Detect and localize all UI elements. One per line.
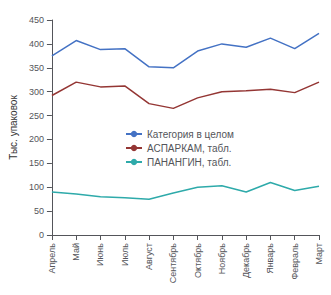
svg-text:Июль: Июль [120,243,130,266]
svg-text:Август: Август [144,243,154,270]
svg-text:ПАНАНГИН, табл.: ПАНАНГИН, табл. [147,157,231,168]
svg-text:450: 450 [29,15,44,25]
svg-text:Июнь: Июнь [95,243,105,266]
svg-text:150: 150 [29,158,44,168]
svg-text:Май: Май [71,243,81,261]
svg-text:Апрель: Апрель [47,243,57,274]
svg-text:Март: Март [314,243,324,265]
svg-text:Октябрь: Октябрь [193,243,203,278]
svg-text:50: 50 [34,206,44,216]
svg-text:350: 350 [29,63,44,73]
svg-text:Ноябрь: Ноябрь [217,243,227,275]
svg-text:0: 0 [39,230,44,240]
svg-text:Сентябрь: Сентябрь [168,243,178,284]
svg-text:Декабрь: Декабрь [241,243,251,278]
svg-text:Категория в целом: Категория в целом [147,129,234,140]
svg-text:250: 250 [29,111,44,121]
svg-text:АСПАРКАМ, табл.: АСПАРКАМ, табл. [147,143,232,154]
svg-text:400: 400 [29,39,44,49]
svg-text:Тыс. упаковок: Тыс. упаковок [8,95,19,160]
svg-text:300: 300 [29,87,44,97]
svg-text:100: 100 [29,182,44,192]
svg-text:200: 200 [29,134,44,144]
svg-text:Февраль: Февраль [290,243,300,280]
svg-text:Январь: Январь [265,243,275,274]
